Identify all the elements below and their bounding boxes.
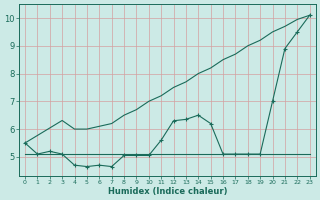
X-axis label: Humidex (Indice chaleur): Humidex (Indice chaleur) — [108, 187, 227, 196]
